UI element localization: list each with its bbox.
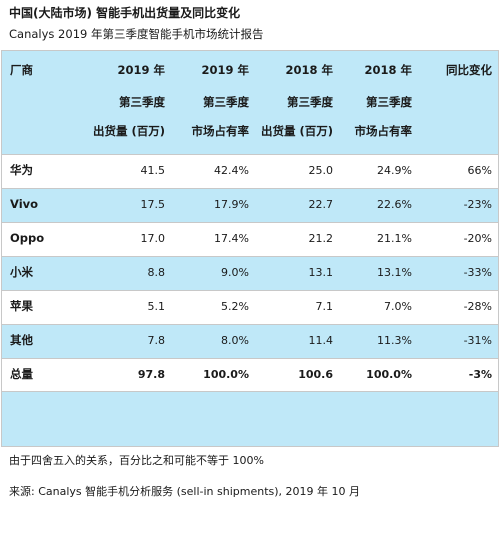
header-share-2018: 2018 年 第三季度 市场占有率: [341, 51, 420, 155]
header-yoy: 同比变化: [420, 51, 500, 155]
header-vendor: 厂商: [2, 51, 92, 155]
header-ship-2019-line1: 2019 年: [117, 63, 165, 77]
table-row: 华为 41.5 42.4% 25.0 24.9% 66%: [2, 154, 498, 188]
vendor-cell: Oppo: [10, 231, 45, 245]
yoy-cell: -28%: [463, 300, 492, 313]
header-yoy-line1: 同比变化: [446, 63, 492, 77]
ship-2019-cell: 41.5: [140, 164, 166, 177]
table-row: 其他 7.8 8.0% 11.4 11.3% -31%: [2, 324, 498, 358]
vendor-cell: Vivo: [10, 197, 39, 211]
header-ship-2018-line2: 第三季度: [287, 95, 333, 109]
vendor-cell: 苹果: [10, 299, 33, 313]
table-row: 小米 8.8 9.0% 13.1 13.1% -33%: [2, 256, 498, 290]
table-row: Vivo 17.5 17.9% 22.7 22.6% -23%: [2, 188, 498, 222]
share-2018-cell: 22.6%: [377, 198, 412, 211]
report-subtitle: Canalys 2019 年第三季度智能手机市场统计报告: [9, 27, 264, 41]
header-share-2019: 2019 年 第三季度 市场占有率: [173, 51, 257, 155]
vendor-cell: 其他: [10, 333, 33, 347]
table-header: 厂商 2019 年 第三季度 出货量 (百万) 2019 年 第三季度 市场占有…: [2, 50, 498, 154]
yoy-cell: -20%: [463, 232, 492, 245]
ship-2018-cell: 100.6: [298, 368, 333, 381]
source-note: 来源: Canalys 智能手机分析服务 (sell-in shipments)…: [9, 485, 361, 498]
ship-2018-cell: 11.4: [308, 334, 334, 347]
share-2019-cell: 17.9%: [214, 198, 249, 211]
ship-2018-cell: 25.0: [308, 164, 334, 177]
header-share-2019-line2: 第三季度: [203, 95, 249, 109]
header-share-2018-line1: 2018 年: [364, 63, 412, 77]
header-ship-2018-line1: 2018 年: [285, 63, 333, 77]
ship-2019-cell: 17.0: [140, 232, 166, 245]
ship-2018-cell: 21.2: [308, 232, 334, 245]
report-title: 中国(大陆市场) 智能手机出货量及同比变化: [9, 6, 241, 20]
share-2018-cell: 11.3%: [377, 334, 412, 347]
header-share-2018-line3: 市场占有率: [354, 124, 413, 138]
ship-2019-cell: 5.1: [147, 300, 166, 313]
yoy-cell: -33%: [463, 266, 492, 279]
vendor-cell: 小米: [10, 265, 33, 279]
share-2018-cell: 21.1%: [377, 232, 412, 245]
header-share-2018-line2: 第三季度: [366, 95, 412, 109]
rounding-note: 由于四舍五入的关系，百分比之和可能不等于 100%: [9, 454, 264, 467]
ship-2018-cell: 13.1: [308, 266, 334, 279]
header-ship-2019: 2019 年 第三季度 出货量 (百万): [92, 51, 173, 155]
ship-2019-cell: 7.8: [147, 334, 166, 347]
table-row: Oppo 17.0 17.4% 21.2 21.1% -20%: [2, 222, 498, 256]
share-2019-cell: 8.0%: [221, 334, 249, 347]
ship-2019-cell: 97.8: [137, 368, 165, 381]
share-2019-cell: 9.0%: [221, 266, 249, 279]
share-2018-cell: 24.9%: [377, 164, 412, 177]
yoy-cell: 66%: [467, 164, 492, 177]
ship-2018-cell: 22.7: [308, 198, 334, 211]
header-ship-2018-line3: 出货量 (百万): [260, 124, 333, 138]
yoy-cell: -23%: [463, 198, 492, 211]
table-row: 苹果 5.1 5.2% 7.1 7.0% -28%: [2, 290, 498, 324]
table-footer-band: [2, 391, 498, 447]
yoy-cell: -31%: [463, 334, 492, 347]
header-ship-2019-line2: 第三季度: [119, 95, 165, 109]
share-2019-cell: 42.4%: [214, 164, 249, 177]
vendor-cell: 总量: [10, 367, 33, 381]
total-row: 总量 97.8 100.0% 100.6 100.0% -3%: [2, 358, 498, 392]
ship-2019-cell: 17.5: [140, 198, 166, 211]
header-share-2019-line1: 2019 年: [201, 63, 249, 77]
share-2018-cell: 7.0%: [384, 300, 412, 313]
header-share-2019-line3: 市场占有率: [191, 124, 250, 138]
shipment-table: 厂商 2019 年 第三季度 出货量 (百万) 2019 年 第三季度 市场占有…: [1, 50, 499, 447]
yoy-cell: -3%: [468, 368, 492, 381]
ship-2019-cell: 8.8: [147, 266, 166, 279]
header-ship-2019-line3: 出货量 (百万): [92, 124, 165, 138]
header-vendor-line1: 厂商: [10, 63, 33, 77]
header-ship-2018: 2018 年 第三季度 出货量 (百万): [257, 51, 341, 155]
vendor-cell: 华为: [10, 163, 33, 177]
share-2018-cell: 100.0%: [366, 368, 412, 381]
share-2019-cell: 5.2%: [221, 300, 249, 313]
ship-2018-cell: 7.1: [315, 300, 334, 313]
share-2018-cell: 13.1%: [377, 266, 412, 279]
share-2019-cell: 100.0%: [203, 368, 249, 381]
share-2019-cell: 17.4%: [214, 232, 249, 245]
